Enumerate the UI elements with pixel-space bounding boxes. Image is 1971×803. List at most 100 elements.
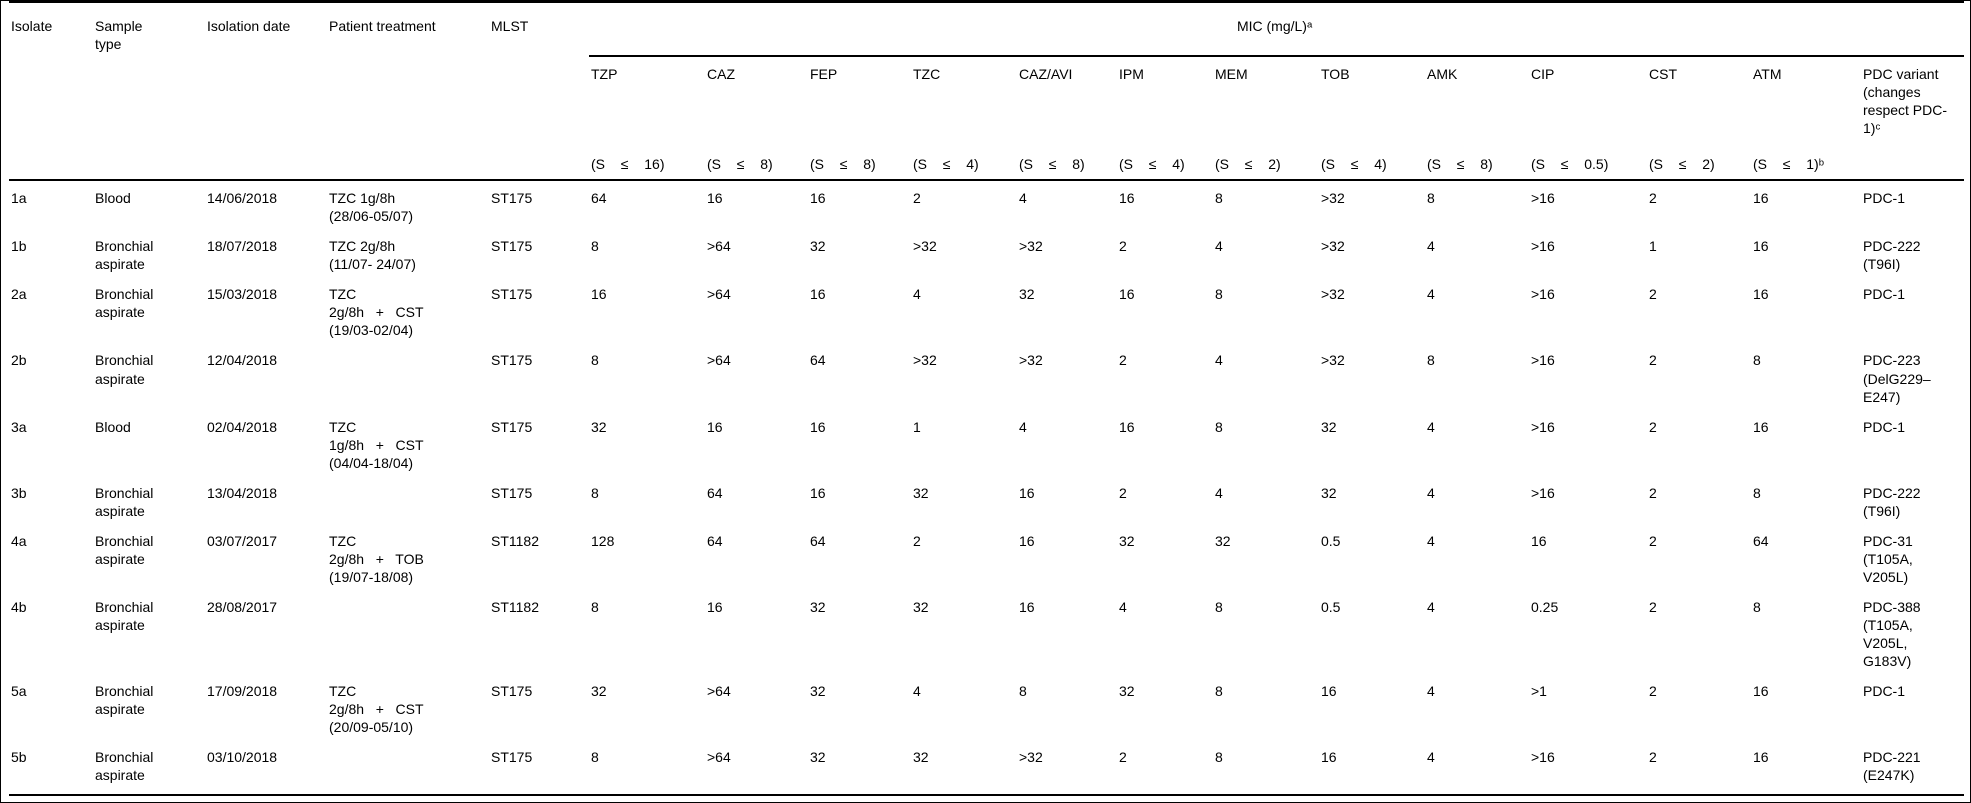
mlst-cell: ST1182: [491, 598, 539, 615]
mic-value-cell: 8: [1753, 484, 1761, 501]
pdc-variant-cell: PDC-222 (T96I): [1863, 238, 1921, 273]
mic-value-cell: 4: [1019, 418, 1027, 435]
mic-breakpoint-header: (S ≤ 8): [1017, 83, 1117, 182]
mic-value-cell: >32: [913, 238, 937, 255]
table-row: 2b Bronchial aspirate 12/04/2018 ST175 8 >64 6…: [9, 349, 1964, 415]
table-row: 3b Bronchial aspirate 13/04/2018 ST175 8 64 16…: [9, 482, 1964, 530]
mic-value-cell: 16: [1319, 746, 1425, 797]
mic-value-cell: >32: [1019, 352, 1043, 369]
sample-type-cell: Blood: [95, 190, 131, 207]
mic-value-cell: 16: [1753, 238, 1769, 255]
isolate-cell: 1a: [11, 190, 27, 207]
mic-value-cell: 2: [913, 190, 921, 207]
pdc-variant-cell: PDC-223 (DelG229– E247): [1863, 352, 1931, 405]
header-row-breakpoints: (S ≤ 16) (S ≤ 8) (S ≤ 8) (S ≤ 4) (S ≤ 8) (S ≤…: [9, 83, 1964, 182]
col-header-patient-treatment: Patient treatment: [327, 2, 489, 182]
mic-value-cell: 2: [1649, 190, 1657, 207]
treatment-cell: TZC 2g/8h + CST (19/03-02/04): [329, 286, 424, 339]
mic-value-cell: 16: [1753, 418, 1769, 435]
mic-value-cell: 4: [1215, 352, 1223, 369]
mic-value-cell: >32: [1019, 238, 1043, 255]
mic-value-cell: >16: [1531, 484, 1555, 501]
mlst-cell: ST175: [491, 238, 533, 255]
mlst-cell: ST175: [491, 683, 533, 700]
mic-col-header-fep: FEP: [810, 66, 838, 83]
sample-type-cell: Bronchial aspirate: [95, 238, 154, 273]
mic-value-cell: 64: [810, 532, 826, 549]
mic-value-cell: 2: [1119, 352, 1127, 369]
mic-value-cell: 2: [1649, 598, 1657, 615]
pdc-variant-cell: PDC-1: [1863, 190, 1906, 207]
mic-value-cell: >16: [1531, 418, 1555, 435]
mic-value-cell: 16: [1753, 683, 1769, 700]
mic-value-cell: 16: [1019, 484, 1035, 501]
sample-type-cell: Blood: [95, 418, 131, 435]
mic-value-cell: >32: [1321, 352, 1345, 369]
pdc-variant-cell: PDC-221 (E247K): [1861, 746, 1965, 797]
treatment-cell: TZC 1g/8h (28/06-05/07): [329, 190, 414, 225]
header-row-antibiotics: TZP CAZ FEP TZC CAZ/AVI IPM MEM TOB AMK CIP CST ATM…: [9, 56, 1965, 182]
col-header-sample-type: Sample type: [93, 2, 205, 182]
mic-value-cell: 32: [591, 683, 607, 700]
mic-value-cell: 16: [1751, 746, 1861, 797]
table-row: 2a Bronchial aspirate 15/03/2018 TZC 2g/8h …: [9, 283, 1964, 349]
mlst-cell: ST175: [491, 352, 533, 369]
mic-value-cell: 64: [707, 532, 723, 549]
mic-breakpoint-header: (S ≤ 2): [1213, 83, 1319, 182]
isolate-cell: 2a: [11, 286, 27, 303]
mic-value-cell: 0.5: [1321, 532, 1341, 549]
isolate-cell: 1b: [11, 238, 27, 255]
table-row: 1b Bronchial aspirate 18/07/2018 TZC 2g/8h …: [9, 235, 1964, 283]
pdc-variant-cell: PDC-388 (T105A, V205L, G183V): [1863, 598, 1921, 670]
mic-value-cell: 4: [1215, 238, 1223, 255]
mic-value-cell: 8: [591, 352, 599, 369]
col-header-isolation-date: Isolation date: [205, 2, 327, 182]
mic-value-cell: >1: [1531, 683, 1547, 700]
mic-value-cell: 8: [1215, 418, 1223, 435]
mlst-cell: ST175: [491, 190, 533, 207]
mic-value-cell: 4: [913, 683, 921, 700]
treatment-cell: [327, 746, 489, 797]
sample-type-cell: Bronchial aspirate: [95, 683, 154, 718]
isolate-cell: 3b: [11, 484, 27, 501]
isolate-cell: 5b: [9, 746, 93, 797]
mic-col-header-atm: ATM: [1753, 66, 1782, 83]
mic-breakpoint-header: (S ≤ 8): [1425, 83, 1529, 182]
mic-value-cell: 2: [1647, 746, 1751, 797]
mic-value-cell: 1: [913, 418, 921, 435]
mic-value-cell: 8: [589, 746, 705, 797]
mic-value-cell: 8: [1019, 683, 1027, 700]
sample-type-cell: Bronchial aspirate: [95, 286, 154, 321]
treatment-cell: [327, 482, 489, 530]
mic-col-header-mem: MEM: [1215, 66, 1248, 83]
treatment-cell: TZC 2g/8h + TOB (19/07-18/08): [329, 532, 424, 585]
mic-breakpoint-header: (S ≤ 2): [1647, 83, 1751, 182]
mic-col-header-amk: AMK: [1427, 66, 1458, 83]
isolate-cell: 4b: [11, 598, 27, 615]
mic-value-cell: 32: [808, 746, 911, 797]
pdc-variant-cell: PDC-1: [1863, 286, 1906, 303]
sample-type-cell: Bronchial aspirate: [93, 746, 205, 797]
mic-value-cell: 128: [591, 532, 615, 549]
isolate-cell: 4a: [11, 532, 27, 549]
mlst-cell: ST175: [491, 418, 533, 435]
table-row: 4a Bronchial aspirate 03/07/2017 TZC 2g/8h …: [9, 530, 1964, 596]
isolation-date-cell: 14/06/2018: [207, 190, 278, 207]
table-row: 4b Bronchial aspirate 28/08/2017 ST1182 8 16 3…: [9, 596, 1964, 680]
isolation-date-cell: 02/04/2018: [207, 418, 278, 435]
mic-col-header-ipm: IPM: [1119, 66, 1144, 83]
mic-value-cell: >32: [1321, 286, 1345, 303]
mic-value-cell: 16: [1019, 532, 1035, 549]
isolation-date-cell: 15/03/2018: [207, 286, 278, 303]
mic-col-header-tzp: TZP: [591, 66, 618, 83]
mic-value-cell: 32: [810, 238, 826, 255]
sample-type-cell: Bronchial aspirate: [95, 532, 154, 567]
mlst-cell: ST175: [489, 746, 589, 797]
mic-value-cell: 8: [1215, 598, 1223, 615]
mic-value-cell: 32: [1321, 418, 1337, 435]
mic-value-cell: 32: [913, 484, 929, 501]
mic-value-cell: 32: [591, 418, 607, 435]
isolation-date-cell: 17/09/2018: [207, 683, 278, 700]
mic-value-cell: 4: [1427, 484, 1435, 501]
mic-value-cell: 8: [1215, 683, 1223, 700]
